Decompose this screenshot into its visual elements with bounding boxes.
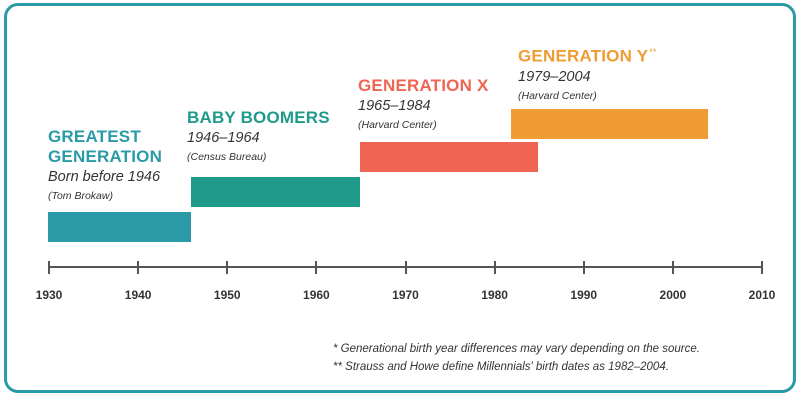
axis-tick-1980 — [493, 261, 496, 274]
generation-y-bar — [511, 109, 708, 139]
greatest-generation-title-line-1: GREATEST — [48, 127, 141, 146]
axis-tick-label-2010: 2010 — [748, 288, 776, 302]
axis-tick-label-1980: 1980 — [481, 288, 508, 302]
baby-boomers-label: BABY BOOMERS 1946–1964 (Census Bureau) — [187, 108, 330, 166]
generation-y-label: GENERATION Y** 1979–2004 (Harvard Center… — [518, 42, 657, 105]
baby-boomers-title: BABY BOOMERS — [187, 108, 330, 127]
axis-tick-label-1990: 1990 — [570, 288, 598, 302]
timeline-frame — [4, 3, 796, 393]
axis-tick-label-1930: 1930 — [35, 288, 63, 302]
greatest-generation-label: GREATEST GENERATION Born before 1946 (To… — [48, 127, 162, 205]
greatest-generation-source: (Tom Brokaw) — [48, 190, 113, 202]
axis-tick-label-2000: 2000 — [659, 288, 687, 302]
axis-tick-1960 — [315, 261, 318, 274]
axis-tick-1930 — [48, 261, 50, 274]
axis-tick-label-1960: 1960 — [303, 288, 330, 302]
generation-x-title: GENERATION X — [358, 76, 489, 95]
axis-tick-1950 — [226, 261, 229, 274]
generation-y-source: (Harvard Center) — [518, 89, 597, 102]
generation-x-source: (Harvard Center) — [358, 119, 437, 131]
generation-y-footnote-mark: ** — [649, 47, 657, 57]
baby-boomers-years: 1946–1964 — [187, 130, 260, 146]
greatest-generation-title: GREATEST GENERATION — [48, 127, 162, 167]
baby-boomers-source: (Census Bureau) — [187, 151, 267, 163]
baby-boomers-bar — [190, 177, 360, 207]
greatest-generation-years: Born before 1946 — [48, 169, 161, 185]
footnote-2: ** Strauss and Howe define Millennials' … — [333, 361, 669, 373]
generation-y-title-text: GENERATION Y — [518, 46, 649, 66]
axis-tick-label-1950: 1950 — [213, 288, 241, 302]
generation-y-years: 1979–2004 — [518, 68, 591, 85]
generation-x-label: GENERATION X 1965–1984 (Harvard Center) — [358, 76, 489, 134]
generation-x-bar — [359, 142, 539, 172]
generation-x-years: 1965–1984 — [358, 98, 431, 114]
axis-tick-label-1940: 1940 — [124, 288, 152, 302]
axis-tick-2010 — [761, 261, 763, 274]
generation-y-title: GENERATION Y** — [518, 42, 657, 67]
greatest-generation-bar — [48, 212, 191, 242]
axis-tick-1990 — [582, 261, 585, 274]
axis-tick-2000 — [671, 261, 674, 274]
axis-tick-1940 — [137, 261, 140, 274]
footnote-1: * Generational birth year differences ma… — [333, 343, 700, 355]
axis-tick-label-1970: 1970 — [392, 288, 419, 302]
axis-tick-1970 — [404, 261, 407, 274]
greatest-generation-title-line-2: GENERATION — [48, 147, 163, 166]
